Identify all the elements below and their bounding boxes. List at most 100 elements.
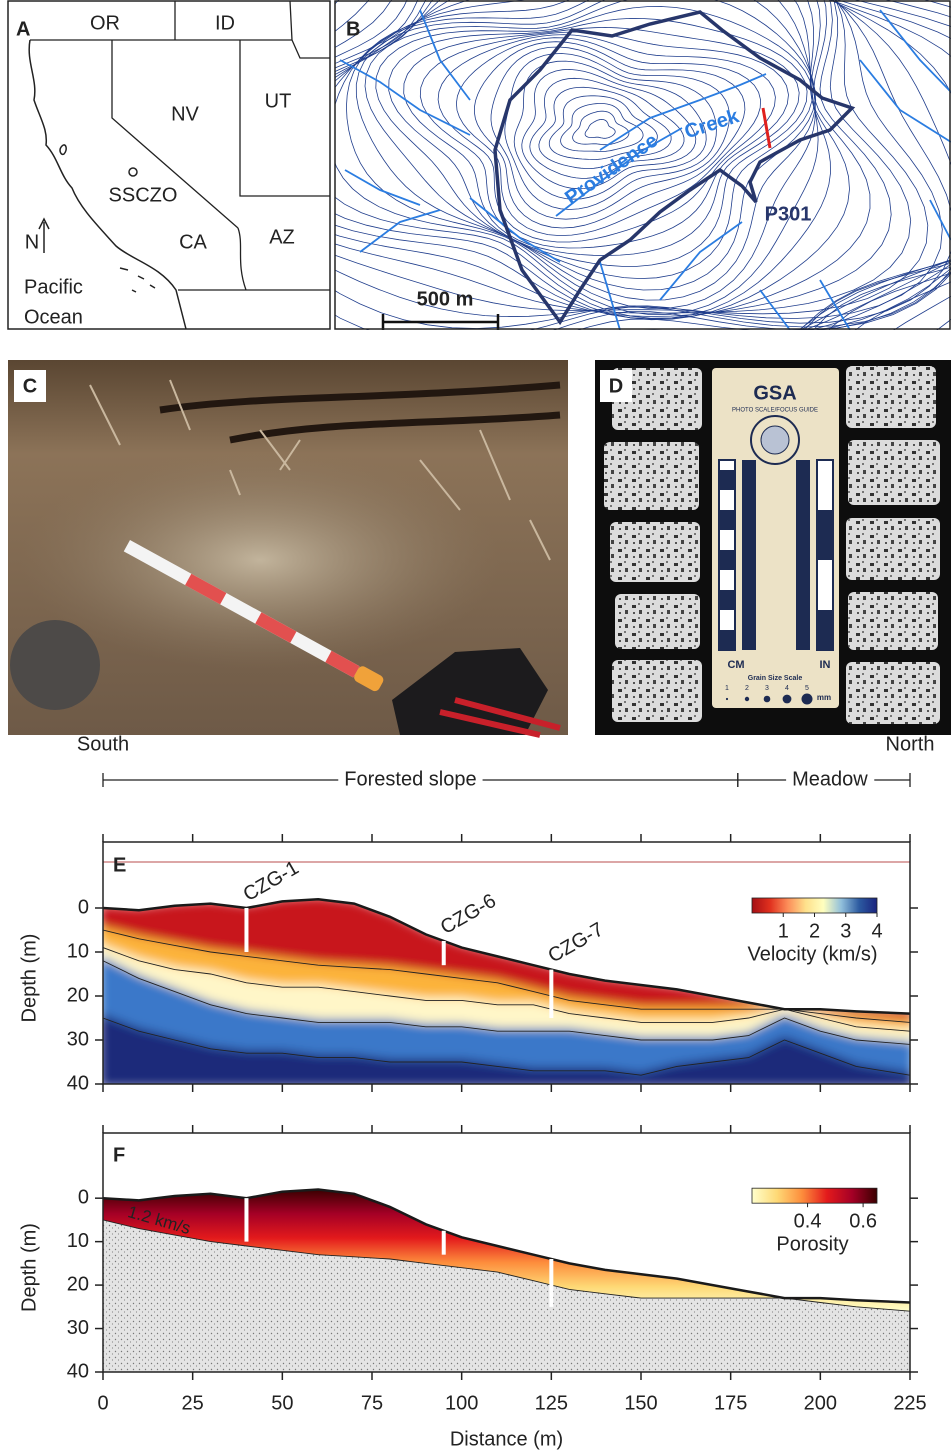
panel-label: C bbox=[23, 375, 37, 397]
colorbar-tick-label: 1 bbox=[778, 920, 789, 942]
rock-sample bbox=[846, 662, 940, 724]
surface-line bbox=[103, 1188, 910, 1304]
x-tick-label: 75 bbox=[361, 1392, 383, 1414]
contour-line bbox=[490, 46, 730, 220]
colorbar-tick-label: 4 bbox=[871, 920, 882, 942]
panel-label: A bbox=[16, 18, 30, 40]
contour-line bbox=[455, 37, 762, 237]
colorbar-tick-label: 0.4 bbox=[794, 1210, 822, 1232]
contour-line bbox=[335, 0, 831, 319]
tape bbox=[123, 540, 360, 678]
contour-line bbox=[103, 929, 910, 1023]
ocean-label: Ocean bbox=[24, 306, 83, 328]
contour-line bbox=[103, 947, 910, 1032]
colorbar-tick-label: 3 bbox=[840, 920, 851, 942]
contour-line bbox=[529, 77, 685, 179]
colorbar bbox=[751, 897, 878, 914]
coastline bbox=[28, 39, 187, 330]
y-tick-label: 10 bbox=[67, 1230, 89, 1252]
zone-label: Meadow bbox=[792, 768, 868, 790]
colorbar bbox=[751, 1187, 878, 1204]
tape-case bbox=[354, 666, 384, 692]
contour-line bbox=[364, 0, 816, 291]
card-subtitle: PHOTO SCALE/FOCUS GUIDE bbox=[732, 408, 818, 414]
rock-sample bbox=[604, 442, 699, 510]
rock-sample bbox=[846, 366, 936, 428]
direction-label: North bbox=[886, 733, 935, 755]
scale-label: 500 m bbox=[417, 288, 474, 310]
y-tick-label: 40 bbox=[67, 1072, 89, 1094]
state-label: CA bbox=[179, 231, 207, 253]
card-title: GSA bbox=[753, 382, 796, 404]
rock-sample bbox=[848, 592, 938, 650]
islands bbox=[59, 144, 156, 293]
rock-sample bbox=[615, 594, 700, 649]
contour-line bbox=[388, 17, 808, 267]
state-label: ID bbox=[215, 12, 235, 34]
grain-size-label: 3 bbox=[765, 685, 769, 692]
x-tick-label: 225 bbox=[893, 1392, 926, 1414]
x-tick-label: 25 bbox=[182, 1392, 204, 1414]
direction-label: South bbox=[77, 733, 129, 755]
grain-dot bbox=[744, 696, 750, 702]
tape-segment bbox=[255, 612, 297, 643]
contour-line bbox=[345, 0, 816, 309]
bedrock-stipple bbox=[103, 1219, 910, 1372]
streams bbox=[339, 9, 951, 330]
contour-line bbox=[103, 1219, 910, 1312]
saprolite-patch bbox=[20, 450, 500, 670]
grain-size-label: 2 bbox=[745, 685, 749, 692]
bar bbox=[796, 460, 810, 650]
colorbar-tick-label: 2 bbox=[809, 920, 820, 942]
contour-line bbox=[548, 95, 658, 160]
site-label: P301 bbox=[765, 203, 812, 225]
cm-ticks bbox=[719, 470, 735, 650]
x-tick-label: 100 bbox=[445, 1392, 478, 1414]
plot-area bbox=[103, 897, 910, 1084]
site-label: SSCZO bbox=[109, 184, 178, 206]
zone-label: Forested slope bbox=[344, 768, 476, 790]
zone-label-bg bbox=[338, 768, 483, 791]
grain-title: Grain Size Scale bbox=[748, 675, 803, 682]
transect-line bbox=[761, 107, 772, 149]
scale-bar bbox=[381, 314, 500, 330]
grain-dot bbox=[725, 697, 729, 701]
panel-label: D bbox=[609, 375, 623, 397]
contour-line bbox=[335, 0, 850, 321]
y-tick-label: 0 bbox=[78, 896, 89, 918]
label-box bbox=[600, 370, 632, 402]
card-logo bbox=[760, 425, 790, 455]
porosity-layer bbox=[103, 1189, 910, 1312]
contour-line bbox=[335, 0, 912, 314]
contour-line bbox=[355, 0, 817, 301]
contour-line bbox=[335, 0, 951, 330]
x-tick-label: 0 bbox=[97, 1392, 108, 1414]
x-tick-label: 200 bbox=[804, 1392, 837, 1414]
grain-unit: mm bbox=[817, 693, 831, 702]
state-borders bbox=[30, 0, 330, 291]
panel-b: B Providence Creek P301 500 m bbox=[334, 0, 951, 330]
grain-size-label: 4 bbox=[785, 685, 789, 692]
contour-line bbox=[584, 118, 616, 139]
y-tick-label: 30 bbox=[67, 1028, 89, 1050]
site-marker bbox=[128, 167, 138, 177]
tape-segment bbox=[325, 650, 360, 678]
contour-line bbox=[335, 0, 892, 317]
y-tick-label: 0 bbox=[78, 1186, 89, 1208]
grain-scale: 1 2 3 4 5 bbox=[725, 685, 813, 705]
roots bbox=[89, 379, 551, 561]
rock-sample bbox=[612, 368, 702, 430]
panel-label: B bbox=[346, 18, 360, 40]
in-ticks bbox=[817, 510, 833, 650]
grain-dot bbox=[763, 695, 771, 703]
contour-line bbox=[521, 68, 697, 190]
plot-area bbox=[103, 1188, 910, 1372]
chart: CZG-1 CZG-6 CZG-7 0 10 20 30 40 Depth (m) E 1 2 3 4Ve… bbox=[18, 733, 934, 1094]
contour-line bbox=[103, 960, 910, 1045]
x-tick-label: 125 bbox=[535, 1392, 568, 1414]
grain-dot bbox=[782, 694, 792, 704]
borehole-label: CZG-1 bbox=[240, 857, 303, 906]
shovel-handle bbox=[439, 697, 561, 738]
map-frame bbox=[7, 0, 331, 330]
